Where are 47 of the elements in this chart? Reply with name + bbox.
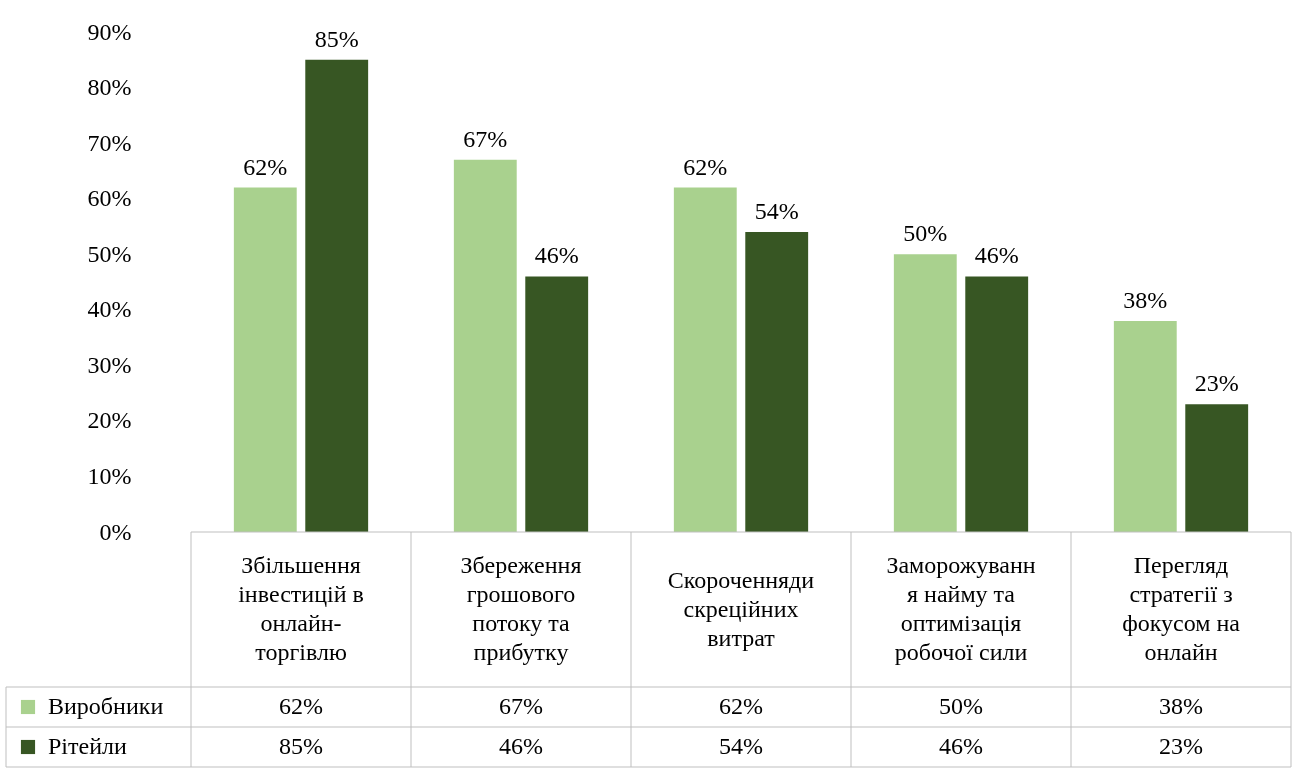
- bar: [1113, 320, 1177, 532]
- text: 62%: [683, 153, 728, 180]
- text: 23%: [1194, 370, 1239, 397]
- y-tick-label: 10%: [87, 462, 132, 489]
- y-tick-label: 0%: [99, 518, 132, 545]
- data-label: 54%: [719, 733, 763, 759]
- text: 50%: [903, 220, 948, 247]
- data-label: 50%: [939, 693, 983, 719]
- text: 54%: [754, 198, 799, 224]
- text: 46%: [534, 242, 579, 269]
- x-tick-label: Заморожуванн я найму та оптимізація робочої сили: [886, 552, 1036, 665]
- data-label: 62%: [279, 693, 323, 719]
- x-tick-label: Перегляд стратегії з фокусом на онлайн: [1122, 552, 1241, 665]
- bar: [305, 59, 369, 532]
- legend-label: Виробники: [48, 693, 164, 719]
- x-tick-label: Збільшення інвестицій в онлайн- торгівлю: [238, 552, 364, 665]
- text: 38%: [1123, 286, 1168, 313]
- data-label: 46%: [499, 733, 543, 759]
- x-tick-label: Скороченняди скреційних витрат: [667, 566, 815, 651]
- y-tick-label: 90%: [87, 18, 132, 45]
- text: 46%: [974, 242, 1019, 269]
- bar: [453, 159, 517, 532]
- y-tick-label: 60%: [87, 185, 132, 212]
- y-tick-label: 30%: [87, 351, 132, 378]
- y-tick-label: 80%: [87, 74, 132, 101]
- bar: [965, 276, 1029, 532]
- y-tick-label: 50%: [87, 240, 132, 267]
- data-label: 23%: [1159, 733, 1203, 759]
- text: 85%: [314, 25, 359, 52]
- text: 62%: [243, 153, 288, 180]
- y-tick-label: 70%: [87, 129, 132, 156]
- data-label: 67%: [499, 693, 543, 719]
- bar: [893, 254, 957, 532]
- bar: [233, 187, 297, 532]
- data-label: 85%: [279, 733, 323, 759]
- x-tick-label: Збереження грошового потоку та прибутку: [460, 552, 582, 665]
- text: 67%: [463, 125, 508, 152]
- data-label: 46%: [939, 733, 983, 759]
- y-tick-label: 20%: [87, 407, 132, 434]
- bar: [745, 232, 809, 532]
- legend-label: Рітейли: [48, 733, 127, 759]
- bar: [525, 276, 589, 532]
- bar: [1185, 404, 1249, 532]
- data-label: 62%: [719, 693, 763, 719]
- bar: [673, 187, 737, 532]
- y-tick-label: 40%: [87, 296, 132, 323]
- data-label: 38%: [1159, 693, 1203, 719]
